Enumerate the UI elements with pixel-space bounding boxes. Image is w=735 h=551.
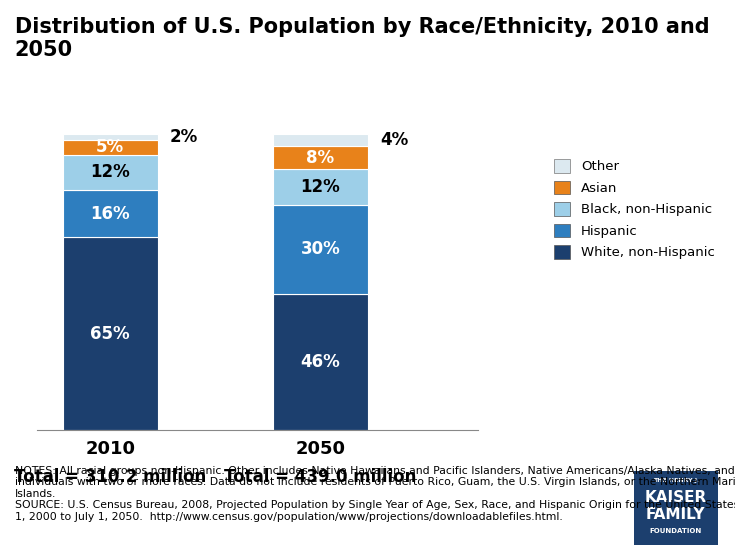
Text: 5%: 5% (96, 138, 124, 156)
Legend: Other, Asian, Black, non-Hispanic, Hispanic, White, non-Hispanic: Other, Asian, Black, non-Hispanic, Hispa… (551, 155, 719, 263)
Bar (63, 155, 157, 190)
Bar (273, 145, 368, 169)
Text: Total = 439.0 million: Total = 439.0 million (224, 468, 417, 486)
Text: 30%: 30% (301, 240, 340, 258)
Bar (63, 134, 157, 140)
Text: FOUNDATION: FOUNDATION (650, 528, 702, 533)
Text: 8%: 8% (306, 149, 334, 166)
Bar (273, 205, 368, 294)
Text: 65%: 65% (90, 325, 130, 343)
Text: Total = 310.2 million: Total = 310.2 million (14, 468, 207, 486)
Bar (273, 294, 368, 430)
Text: 4%: 4% (380, 131, 409, 149)
Text: 16%: 16% (90, 205, 130, 223)
Text: 2%: 2% (170, 128, 198, 146)
Bar (63, 237, 157, 430)
Text: 46%: 46% (301, 353, 340, 371)
Text: NOTES: All racial groups non-Hispanic. Other includes Native Hawaiians and Pacif: NOTES: All racial groups non-Hispanic. O… (15, 466, 735, 522)
Bar (273, 169, 368, 205)
Text: THE HENRY J.: THE HENRY J. (653, 478, 699, 483)
Text: 12%: 12% (90, 163, 130, 181)
Text: 12%: 12% (301, 178, 340, 196)
Text: KAISER: KAISER (645, 490, 707, 505)
Text: Distribution of U.S. Population by Race/Ethnicity, 2010 and
2050: Distribution of U.S. Population by Race/… (15, 17, 709, 60)
Bar (63, 190, 157, 237)
Text: FAMILY: FAMILY (646, 507, 706, 522)
Bar (63, 140, 157, 155)
Bar (273, 134, 368, 145)
